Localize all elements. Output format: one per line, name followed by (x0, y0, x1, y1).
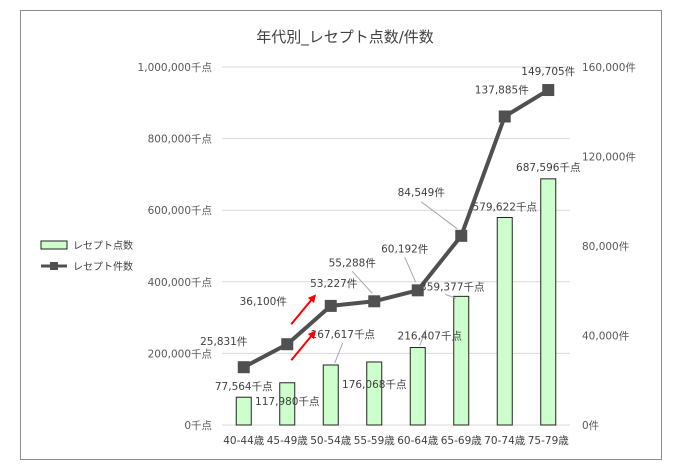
leader-line (351, 270, 373, 294)
line-data-label: 149,705件 (521, 66, 575, 78)
leader-line (334, 342, 344, 364)
line-data-label: 137,885件 (475, 84, 529, 96)
line-data-label: 84,549件 (398, 187, 445, 199)
x-tick-label: 55-59歳 (354, 435, 396, 447)
line-point-marker (237, 361, 250, 374)
y-right-tick-label: 80,000件 (582, 241, 629, 253)
line-point-marker (455, 229, 468, 242)
y-left-tick-label: 200,000千点 (148, 348, 212, 360)
x-tick-label: 60-64歳 (397, 435, 439, 447)
legend-swatch-marker (50, 262, 58, 270)
leader-line (420, 201, 458, 230)
line-data-label: 55,288件 (329, 257, 376, 269)
y-right-tick-label: 120,000件 (582, 152, 636, 164)
bar-data-label: 579,622千点 (473, 201, 537, 213)
annotation-arrow (290, 294, 317, 325)
y-left-tick-label: 800,000千点 (148, 134, 212, 146)
line-series (242, 88, 550, 369)
y-left-tick-label: 600,000千点 (148, 205, 212, 217)
y-left-tick-label: 1,000,000千点 (138, 62, 212, 74)
line-point-marker (542, 84, 555, 97)
line-data-label: 36,100件 (240, 296, 287, 308)
bar (279, 382, 296, 426)
line-point-marker (368, 295, 381, 308)
y-right-tick-label: 40,000件 (582, 331, 629, 343)
bar (540, 178, 557, 426)
bar-data-label: 216,407千点 (398, 331, 462, 343)
bar-data-label: 687,596千点 (516, 162, 580, 174)
legend-swatch-bar (40, 240, 68, 250)
leader-line (404, 257, 417, 283)
bar-data-label: 359,377千点 (420, 281, 484, 293)
x-tick-label: 65-69歳 (441, 435, 483, 447)
x-tick-label: 70-74歳 (484, 435, 526, 447)
y-right-tick-label: 0件 (582, 420, 599, 432)
y-right-tick-label: 160,000件 (582, 62, 636, 74)
bar (366, 361, 383, 426)
line-point-marker (324, 299, 337, 312)
x-tick-label: 75-79歳 (528, 435, 570, 447)
bar (235, 396, 252, 426)
leader-line (445, 293, 457, 299)
legend-label-line: レセプト件数 (73, 260, 133, 273)
bar (322, 364, 339, 426)
line-point-marker (498, 110, 511, 123)
line-data-label: 53,227件 (310, 278, 357, 290)
bar (496, 216, 513, 426)
x-tick-label: 40-44歳 (223, 435, 265, 447)
legend-label-bar: レセプト点数 (73, 239, 133, 252)
x-tick-label: 45-49歳 (267, 435, 309, 447)
bar (453, 295, 470, 426)
line-point-marker (411, 284, 424, 297)
bar-data-label: 117,980千点 (255, 396, 319, 408)
bar-data-label: 167,617千点 (311, 329, 375, 341)
line-data-label: 60,192件 (381, 243, 428, 255)
y-left-tick-label: 400,000千点 (148, 277, 212, 289)
bar-data-label: 77,564千点 (215, 381, 273, 393)
line-point-marker (281, 338, 294, 351)
leader-line (419, 329, 427, 346)
bar (409, 347, 426, 426)
bar-data-label: 176,068千点 (342, 379, 406, 391)
line-data-label: 25,831件 (200, 336, 247, 348)
x-tick-label: 50-54歳 (310, 435, 352, 447)
annotation-arrow (290, 330, 317, 361)
y-left-tick-label: 0千点 (184, 420, 212, 432)
chart-title: 年代別_レセプト点数/件数 (256, 28, 434, 47)
